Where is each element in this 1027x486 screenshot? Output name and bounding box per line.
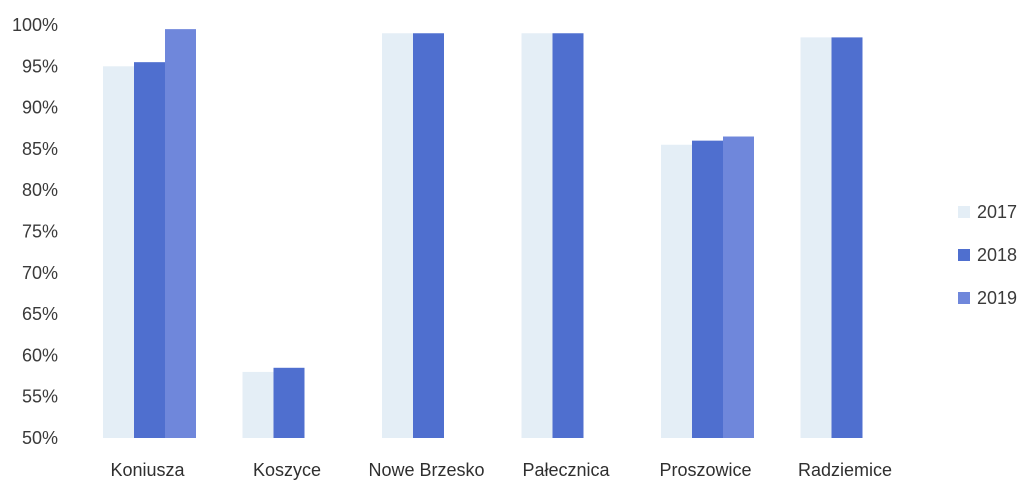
bar-2018-koniusza bbox=[134, 62, 165, 439]
x-category-label: Nowe Brzesko bbox=[368, 460, 484, 480]
bar-2018-nowe-brzesko bbox=[413, 33, 444, 438]
bar-2017-pałecznica bbox=[521, 33, 553, 438]
y-tick-label: 80% bbox=[22, 180, 58, 200]
bar-2018-koszyce bbox=[273, 367, 305, 438]
bar-2017-nowe-brzesko bbox=[382, 33, 413, 438]
legend-label: 2018 bbox=[977, 245, 1017, 265]
bar-2017-proszowice bbox=[661, 144, 692, 438]
legend: 2017 2018 2019 bbox=[958, 202, 1017, 308]
x-category-label: Proszowice bbox=[659, 460, 751, 480]
y-tick-label: 100% bbox=[12, 15, 58, 35]
legend-swatch bbox=[958, 249, 970, 261]
bar-2017-radziemice bbox=[800, 37, 832, 438]
legend-label: 2017 bbox=[977, 202, 1017, 222]
legend-label: 2019 bbox=[977, 288, 1017, 308]
bar-2018-radziemice bbox=[831, 37, 863, 438]
y-tick-label: 90% bbox=[22, 98, 58, 118]
y-tick-label: 85% bbox=[22, 139, 58, 159]
y-tick-label: 75% bbox=[22, 222, 58, 242]
bar-2017-koszyce bbox=[242, 371, 274, 438]
bar-2018-proszowice bbox=[692, 140, 723, 438]
bars bbox=[103, 29, 863, 439]
y-tick-label: 95% bbox=[22, 56, 58, 76]
y-tick-label: 50% bbox=[22, 428, 58, 448]
y-tick-label: 65% bbox=[22, 304, 58, 324]
y-axis: 50% 55% 60% 65% 70% 75% 80% 85% 90% 95% 100% bbox=[12, 15, 58, 448]
bar-2017-koniusza bbox=[103, 66, 134, 439]
y-tick-label: 70% bbox=[22, 263, 58, 283]
bar-2019-proszowice bbox=[723, 136, 754, 438]
y-tick-label: 60% bbox=[22, 345, 58, 365]
x-axis: Koniusza Koszyce Nowe Brzesko Pałecznica Pro… bbox=[110, 460, 892, 480]
x-category-label: Pałecznica bbox=[522, 460, 610, 480]
x-category-label: Radziemice bbox=[798, 460, 892, 480]
x-category-label: Koniusza bbox=[110, 460, 185, 480]
bar-2019-koniusza bbox=[165, 29, 196, 438]
legend-swatch bbox=[958, 292, 970, 304]
x-category-label: Koszyce bbox=[253, 460, 321, 480]
bar-2018-pałecznica bbox=[552, 33, 584, 438]
y-tick-label: 55% bbox=[22, 387, 58, 407]
legend-swatch bbox=[958, 206, 970, 218]
